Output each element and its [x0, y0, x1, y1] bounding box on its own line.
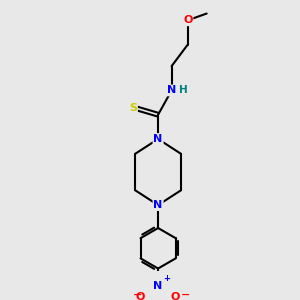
- Text: −: −: [133, 290, 142, 299]
- Text: N: N: [167, 85, 176, 95]
- Text: O: O: [171, 292, 180, 300]
- Text: N: N: [154, 200, 163, 210]
- Text: S: S: [129, 103, 137, 113]
- Text: N: N: [154, 134, 163, 144]
- Text: N: N: [154, 281, 163, 291]
- Text: O: O: [183, 15, 193, 25]
- Text: H: H: [179, 85, 188, 95]
- Text: O: O: [136, 292, 145, 300]
- Text: −: −: [181, 290, 190, 299]
- Text: +: +: [164, 274, 170, 283]
